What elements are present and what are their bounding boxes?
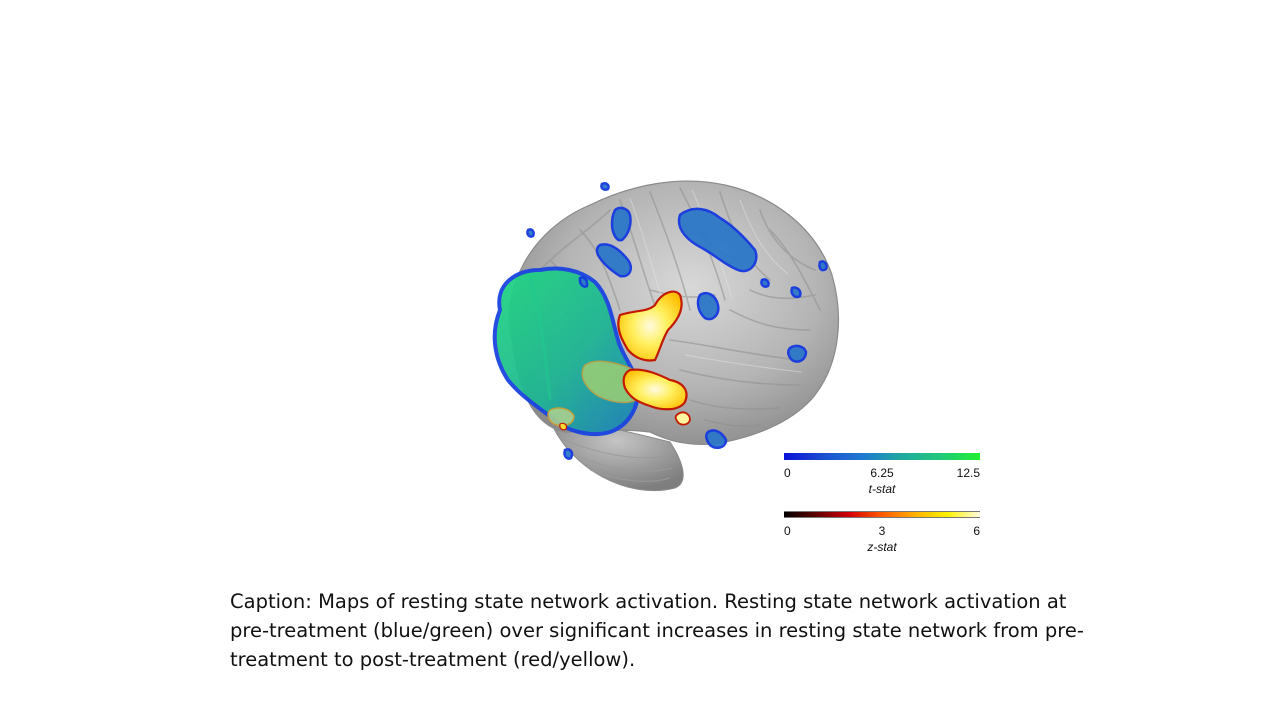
colorbar-z-tick-mid: 3 xyxy=(878,524,886,538)
colorbar-t-label: t-stat xyxy=(868,482,896,496)
network-patch xyxy=(790,286,802,299)
colorbar-t-tick-min: 0 xyxy=(784,466,791,480)
network-patch xyxy=(595,243,632,278)
network-patch xyxy=(696,291,720,321)
colorbar-t-ticks: 0 6.25 12.5 xyxy=(784,466,980,482)
colorbar-z-gradient xyxy=(784,511,980,518)
network-patch xyxy=(610,206,632,242)
network-patch xyxy=(563,448,574,460)
network-patch xyxy=(677,207,758,273)
network-patch xyxy=(818,260,828,272)
network-patch xyxy=(578,276,589,288)
colorbar-t-stat: 0 6.25 12.5 t-stat xyxy=(784,453,980,496)
increase-cluster-upper xyxy=(617,290,683,362)
colorbar-z-tick-min: 0 xyxy=(784,524,791,538)
colorbar-z-ticks: 0 3 6 xyxy=(784,524,980,540)
network-patch xyxy=(787,344,808,363)
increase-cluster-lower xyxy=(622,368,688,411)
colorbar-z-tick-max: 6 xyxy=(973,524,980,538)
colorbar-t-tick-max: 12.5 xyxy=(956,466,980,480)
network-patch xyxy=(705,429,728,449)
colorbar-t-gradient xyxy=(784,453,980,460)
figure-caption: Caption: Maps of resting state network a… xyxy=(230,590,1084,671)
colorbar-t-tick-mid: 6.25 xyxy=(870,466,894,480)
network-patch xyxy=(526,228,535,238)
network-patch xyxy=(760,278,770,288)
colorbar-z-stat: 0 3 6 z-stat xyxy=(784,511,980,554)
colorbar-z-label: z-stat xyxy=(867,540,897,554)
network-patch xyxy=(600,182,610,191)
brain-render-icon xyxy=(492,180,840,492)
